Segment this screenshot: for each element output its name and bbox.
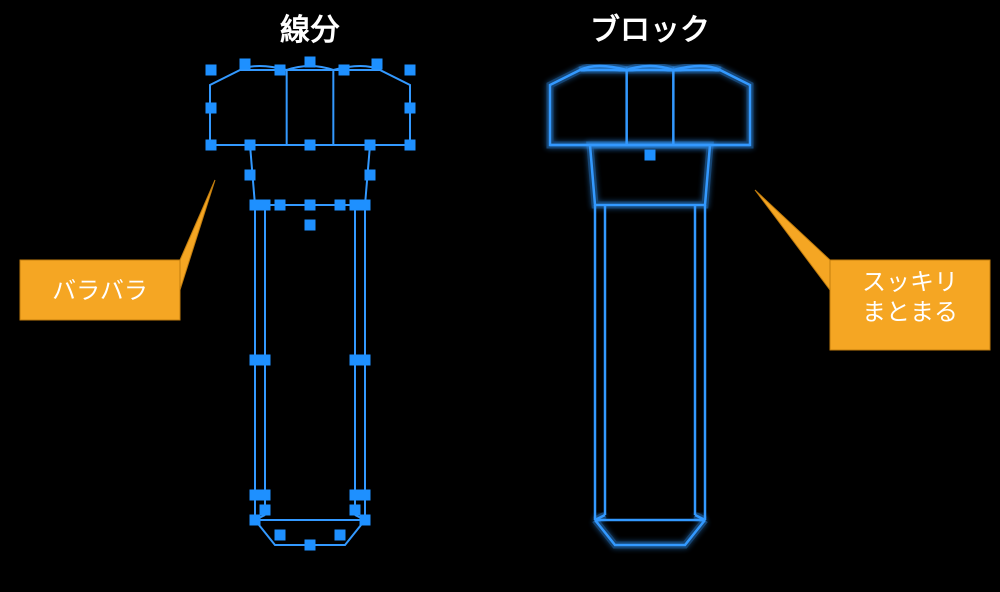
selection-grip bbox=[275, 65, 286, 76]
selection-grip bbox=[240, 59, 251, 70]
selection-grip bbox=[250, 200, 261, 211]
selection-grip bbox=[206, 103, 217, 114]
title-right: ブロック bbox=[590, 13, 710, 47]
selection-grip bbox=[360, 200, 371, 211]
selection-grip bbox=[275, 200, 286, 211]
selection-grip bbox=[335, 530, 346, 541]
callout-text: スッキリ bbox=[862, 269, 958, 296]
selection-grip bbox=[260, 200, 271, 211]
selection-grip bbox=[305, 57, 316, 68]
selection-grip bbox=[405, 103, 416, 114]
diagram-canvas: 線分 ブロックバラバラ スッキリまとまる bbox=[0, 0, 1000, 592]
selection-grip bbox=[275, 530, 286, 541]
selection-grip bbox=[350, 505, 361, 516]
selection-grip bbox=[360, 355, 371, 366]
selection-grip bbox=[372, 59, 383, 70]
selection-grip bbox=[260, 505, 271, 516]
title-left: 線分 bbox=[280, 13, 340, 47]
selection-grip bbox=[305, 140, 316, 151]
selection-grip bbox=[305, 220, 316, 231]
selection-grip bbox=[350, 200, 361, 211]
selection-grip bbox=[405, 65, 416, 76]
callout-text: バラバラ bbox=[52, 277, 148, 304]
selection-grip bbox=[365, 140, 376, 151]
selection-grip bbox=[350, 355, 361, 366]
callout-text: まとまる bbox=[862, 299, 958, 326]
selection-grip bbox=[405, 140, 416, 151]
selection-grip bbox=[260, 355, 271, 366]
selection-grip bbox=[305, 200, 316, 211]
selection-grip bbox=[339, 65, 350, 76]
selection-grip bbox=[305, 540, 316, 551]
selection-grip bbox=[245, 170, 256, 181]
selection-grip bbox=[245, 140, 256, 151]
selection-grip bbox=[206, 140, 217, 151]
selection-grip bbox=[206, 65, 217, 76]
selection-grip bbox=[365, 170, 376, 181]
selection-grip bbox=[335, 200, 346, 211]
selection-grip bbox=[250, 515, 261, 526]
selection-grip bbox=[360, 515, 371, 526]
selection-grip bbox=[260, 490, 271, 501]
selection-grip bbox=[250, 355, 261, 366]
selection-grip bbox=[250, 490, 261, 501]
selection-grip bbox=[645, 150, 656, 161]
selection-grip bbox=[350, 490, 361, 501]
selection-grip bbox=[360, 490, 371, 501]
